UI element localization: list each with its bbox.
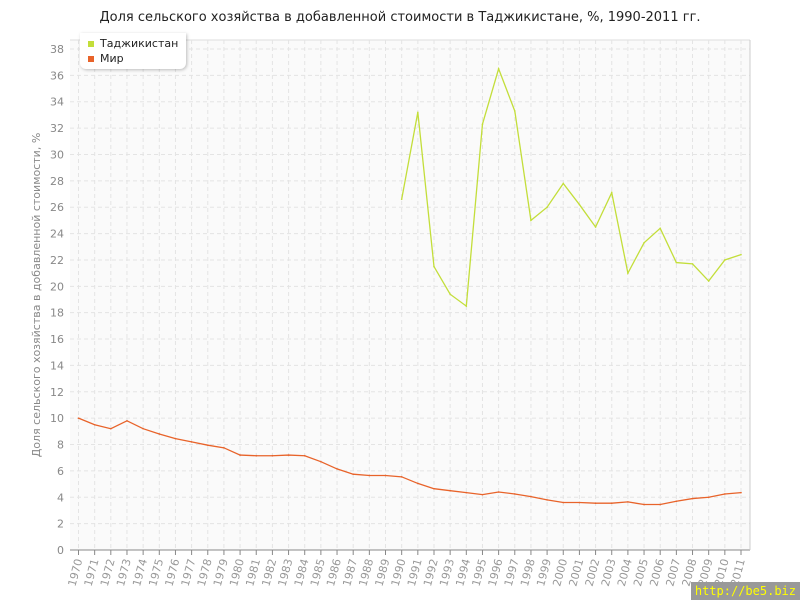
data-point xyxy=(465,491,468,494)
data-point xyxy=(336,468,338,470)
data-point xyxy=(594,502,597,504)
data-point xyxy=(546,499,548,501)
y-tick-label: 18 xyxy=(50,307,64,320)
data-point xyxy=(562,182,565,185)
legend-swatch xyxy=(88,40,94,47)
data-point xyxy=(239,454,241,456)
data-point xyxy=(465,305,468,307)
y-tick-label: 20 xyxy=(50,280,64,293)
legend: Таджикистан Мир xyxy=(80,33,187,69)
data-point xyxy=(578,501,581,504)
data-point xyxy=(610,502,613,504)
y-tick-label: 2 xyxy=(57,518,64,531)
data-point xyxy=(627,501,629,503)
data-point xyxy=(400,476,403,478)
data-point xyxy=(481,123,484,125)
data-point xyxy=(513,493,516,495)
data-point xyxy=(400,198,403,201)
y-tick-label: 30 xyxy=(50,148,64,161)
y-tick-label: 24 xyxy=(50,228,64,241)
y-tick-label: 0 xyxy=(57,544,64,557)
data-point xyxy=(142,427,144,430)
data-point xyxy=(740,491,742,494)
y-tick-label: 36 xyxy=(50,69,64,82)
data-point xyxy=(643,242,645,244)
y-tick-label: 26 xyxy=(50,201,64,214)
data-point xyxy=(255,454,258,457)
data-point xyxy=(610,191,613,194)
data-point xyxy=(352,473,354,475)
data-point xyxy=(77,417,80,419)
data-point xyxy=(724,259,726,261)
data-point xyxy=(223,447,225,449)
data-point xyxy=(643,503,645,506)
y-axis-label: Доля сельского хозяйства в добавленной с… xyxy=(30,133,43,458)
data-point xyxy=(158,433,161,435)
y-tick-label: 34 xyxy=(50,96,64,109)
data-point xyxy=(126,419,128,422)
series-line-1 xyxy=(78,417,742,506)
y-tick-label: 10 xyxy=(50,412,64,425)
data-point xyxy=(368,474,371,477)
data-point xyxy=(417,482,419,485)
data-point xyxy=(707,280,710,282)
data-point xyxy=(707,496,710,499)
data-point xyxy=(546,206,548,209)
y-tick-label: 38 xyxy=(50,43,64,56)
data-point xyxy=(578,203,581,206)
data-point xyxy=(320,460,322,463)
legend-swatch xyxy=(88,55,94,62)
data-point xyxy=(206,444,209,446)
data-point xyxy=(627,272,629,274)
data-point xyxy=(675,261,678,264)
data-point xyxy=(530,495,532,498)
legend-label: Таджикистан xyxy=(100,37,179,50)
y-tick-label: 4 xyxy=(57,491,64,504)
data-point xyxy=(691,497,694,500)
legend-label: Мир xyxy=(100,52,124,65)
y-tick-label: 14 xyxy=(50,359,64,372)
data-point xyxy=(433,265,435,268)
y-tick-label: 8 xyxy=(57,439,64,452)
legend-item-world[interactable]: Мир xyxy=(88,51,178,66)
data-point xyxy=(594,226,597,228)
data-point xyxy=(384,474,387,477)
data-point xyxy=(287,454,290,456)
y-tick-label: 22 xyxy=(50,254,64,267)
data-point xyxy=(110,427,112,430)
data-point xyxy=(724,493,726,495)
data-point xyxy=(659,227,662,230)
data-point xyxy=(691,263,694,265)
data-point xyxy=(93,423,96,426)
data-point xyxy=(174,437,177,440)
plot-area xyxy=(70,40,750,550)
data-point xyxy=(481,493,484,496)
data-point xyxy=(497,67,500,70)
y-tick-label: 6 xyxy=(57,465,64,478)
data-point xyxy=(190,441,193,443)
data-point xyxy=(417,111,419,114)
data-point xyxy=(433,487,435,490)
y-tick-label: 16 xyxy=(50,333,64,346)
data-point xyxy=(497,491,500,493)
data-point xyxy=(513,110,516,112)
data-point xyxy=(530,219,532,222)
watermark[interactable]: http://be5.biz xyxy=(690,582,800,600)
y-tick-label: 32 xyxy=(50,122,64,135)
data-point xyxy=(271,454,274,457)
data-point xyxy=(740,253,742,256)
chart-title: Доля сельского хозяйства в добавленной с… xyxy=(99,10,701,25)
y-tick-label: 12 xyxy=(50,386,64,399)
series-line-0 xyxy=(401,66,742,308)
legend-item-tajikistan[interactable]: Таджикистан xyxy=(88,36,178,51)
data-point xyxy=(675,500,678,503)
data-point xyxy=(449,489,451,492)
data-point xyxy=(303,454,306,457)
data-point xyxy=(562,501,565,504)
data-point xyxy=(449,293,451,296)
y-tick-label: 28 xyxy=(50,175,64,188)
data-point xyxy=(659,503,662,506)
